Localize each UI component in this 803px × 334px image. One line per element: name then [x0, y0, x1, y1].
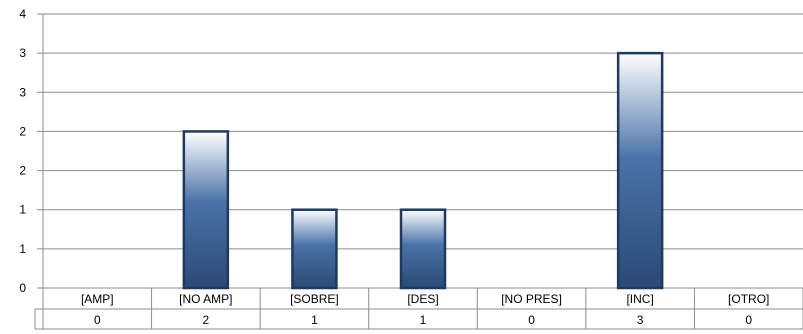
y-axis-tick-labels: 0 1 1 2 2 3 3 4 — [19, 7, 26, 295]
value-label: 0 — [528, 313, 535, 327]
category-label: [AMP] — [81, 292, 114, 306]
category-label: [NO PRES] — [501, 292, 562, 306]
bar — [291, 208, 338, 290]
value-label: 1 — [420, 313, 427, 327]
category-label: [DES] — [407, 292, 438, 306]
value-label: 0 — [745, 313, 752, 327]
y-tick-label: 3 — [19, 85, 26, 99]
y-tick-label: 3 — [19, 46, 26, 60]
category-label: [INC] — [626, 292, 653, 306]
value-label: 1 — [311, 313, 318, 327]
bar — [182, 130, 230, 290]
category-label: [OTRO] — [728, 292, 769, 306]
category-label: [NO AMP] — [179, 292, 232, 306]
y-tick-label: 1 — [19, 242, 26, 256]
y-tick-label: 1 — [19, 203, 26, 217]
bars — [182, 51, 664, 290]
y-tick-label: 2 — [19, 164, 26, 178]
bar — [399, 208, 447, 290]
y-tick-label: 4 — [19, 7, 26, 21]
y-tick-label: 2 — [19, 124, 26, 138]
value-label: 2 — [203, 313, 210, 327]
category-label: [SOBRE] — [290, 292, 339, 306]
value-label: 3 — [637, 313, 644, 327]
y-tick-label: 0 — [19, 281, 26, 295]
data-table: [AMP] 0 [NO AMP] 2 [SOBRE] 1 [DES] 1 [NO PRES] 0 [… — [34, 288, 803, 330]
bar — [616, 51, 664, 290]
value-label: 0 — [94, 313, 101, 327]
